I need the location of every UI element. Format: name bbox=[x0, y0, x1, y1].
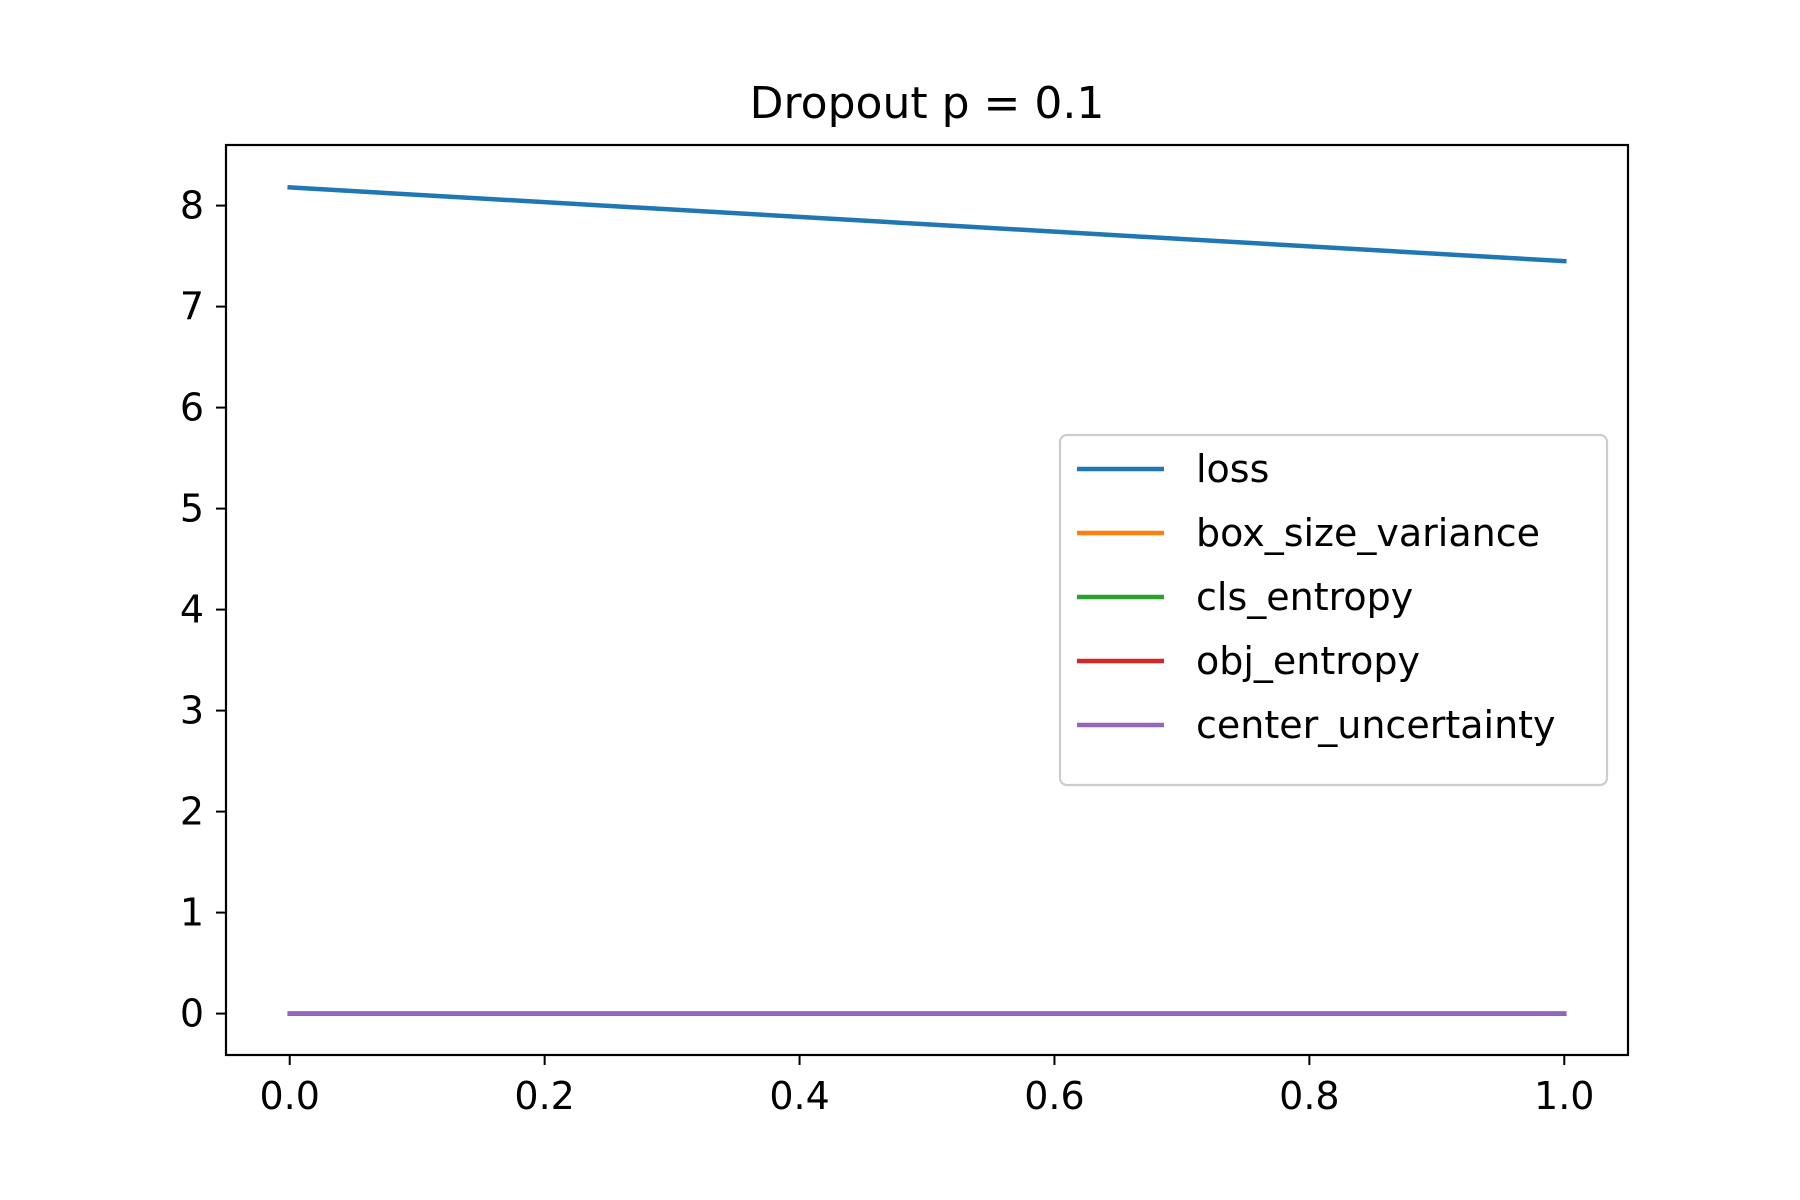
y-tick-label: 8 bbox=[180, 184, 204, 228]
y-tick-label: 7 bbox=[180, 285, 204, 329]
series-line-loss bbox=[287, 185, 1567, 264]
legend-label: obj_entropy bbox=[1196, 639, 1420, 683]
axes: 0.0 0.2 0.4 0.6 0.8 1.0 0 1 2 3 4 5 6 7 8 bbox=[180, 143, 1630, 1118]
x-tick-label: 1.0 bbox=[1534, 1074, 1594, 1118]
y-tick-label: 2 bbox=[180, 790, 204, 834]
plot-area bbox=[287, 185, 1567, 1016]
x-tick-label: 0.4 bbox=[769, 1074, 829, 1118]
y-tick-label: 4 bbox=[180, 588, 204, 632]
x-tick-label: 0.2 bbox=[514, 1074, 574, 1118]
x-tick-label: 0.0 bbox=[260, 1074, 320, 1118]
legend-label: loss bbox=[1196, 447, 1269, 491]
y-tick-label: 5 bbox=[180, 487, 204, 531]
y-tick-label: 1 bbox=[180, 891, 204, 935]
x-tick-label: 0.6 bbox=[1024, 1074, 1084, 1118]
y-tick-label: 6 bbox=[180, 386, 204, 430]
legend-label: center_uncertainty bbox=[1196, 703, 1556, 747]
legend: loss box_size_variance cls_entropy obj_entr… bbox=[1058, 433, 1609, 787]
legend-box bbox=[1058, 433, 1609, 787]
chart-title: Dropout p = 0.1 bbox=[750, 78, 1105, 129]
y-tick-label: 0 bbox=[180, 992, 204, 1036]
legend-label: cls_entropy bbox=[1196, 575, 1413, 619]
x-tick-label: 0.8 bbox=[1279, 1074, 1339, 1118]
axes-frame bbox=[224, 143, 1630, 1057]
y-tick-label: 3 bbox=[180, 689, 204, 733]
legend-label: box_size_variance bbox=[1196, 511, 1540, 555]
